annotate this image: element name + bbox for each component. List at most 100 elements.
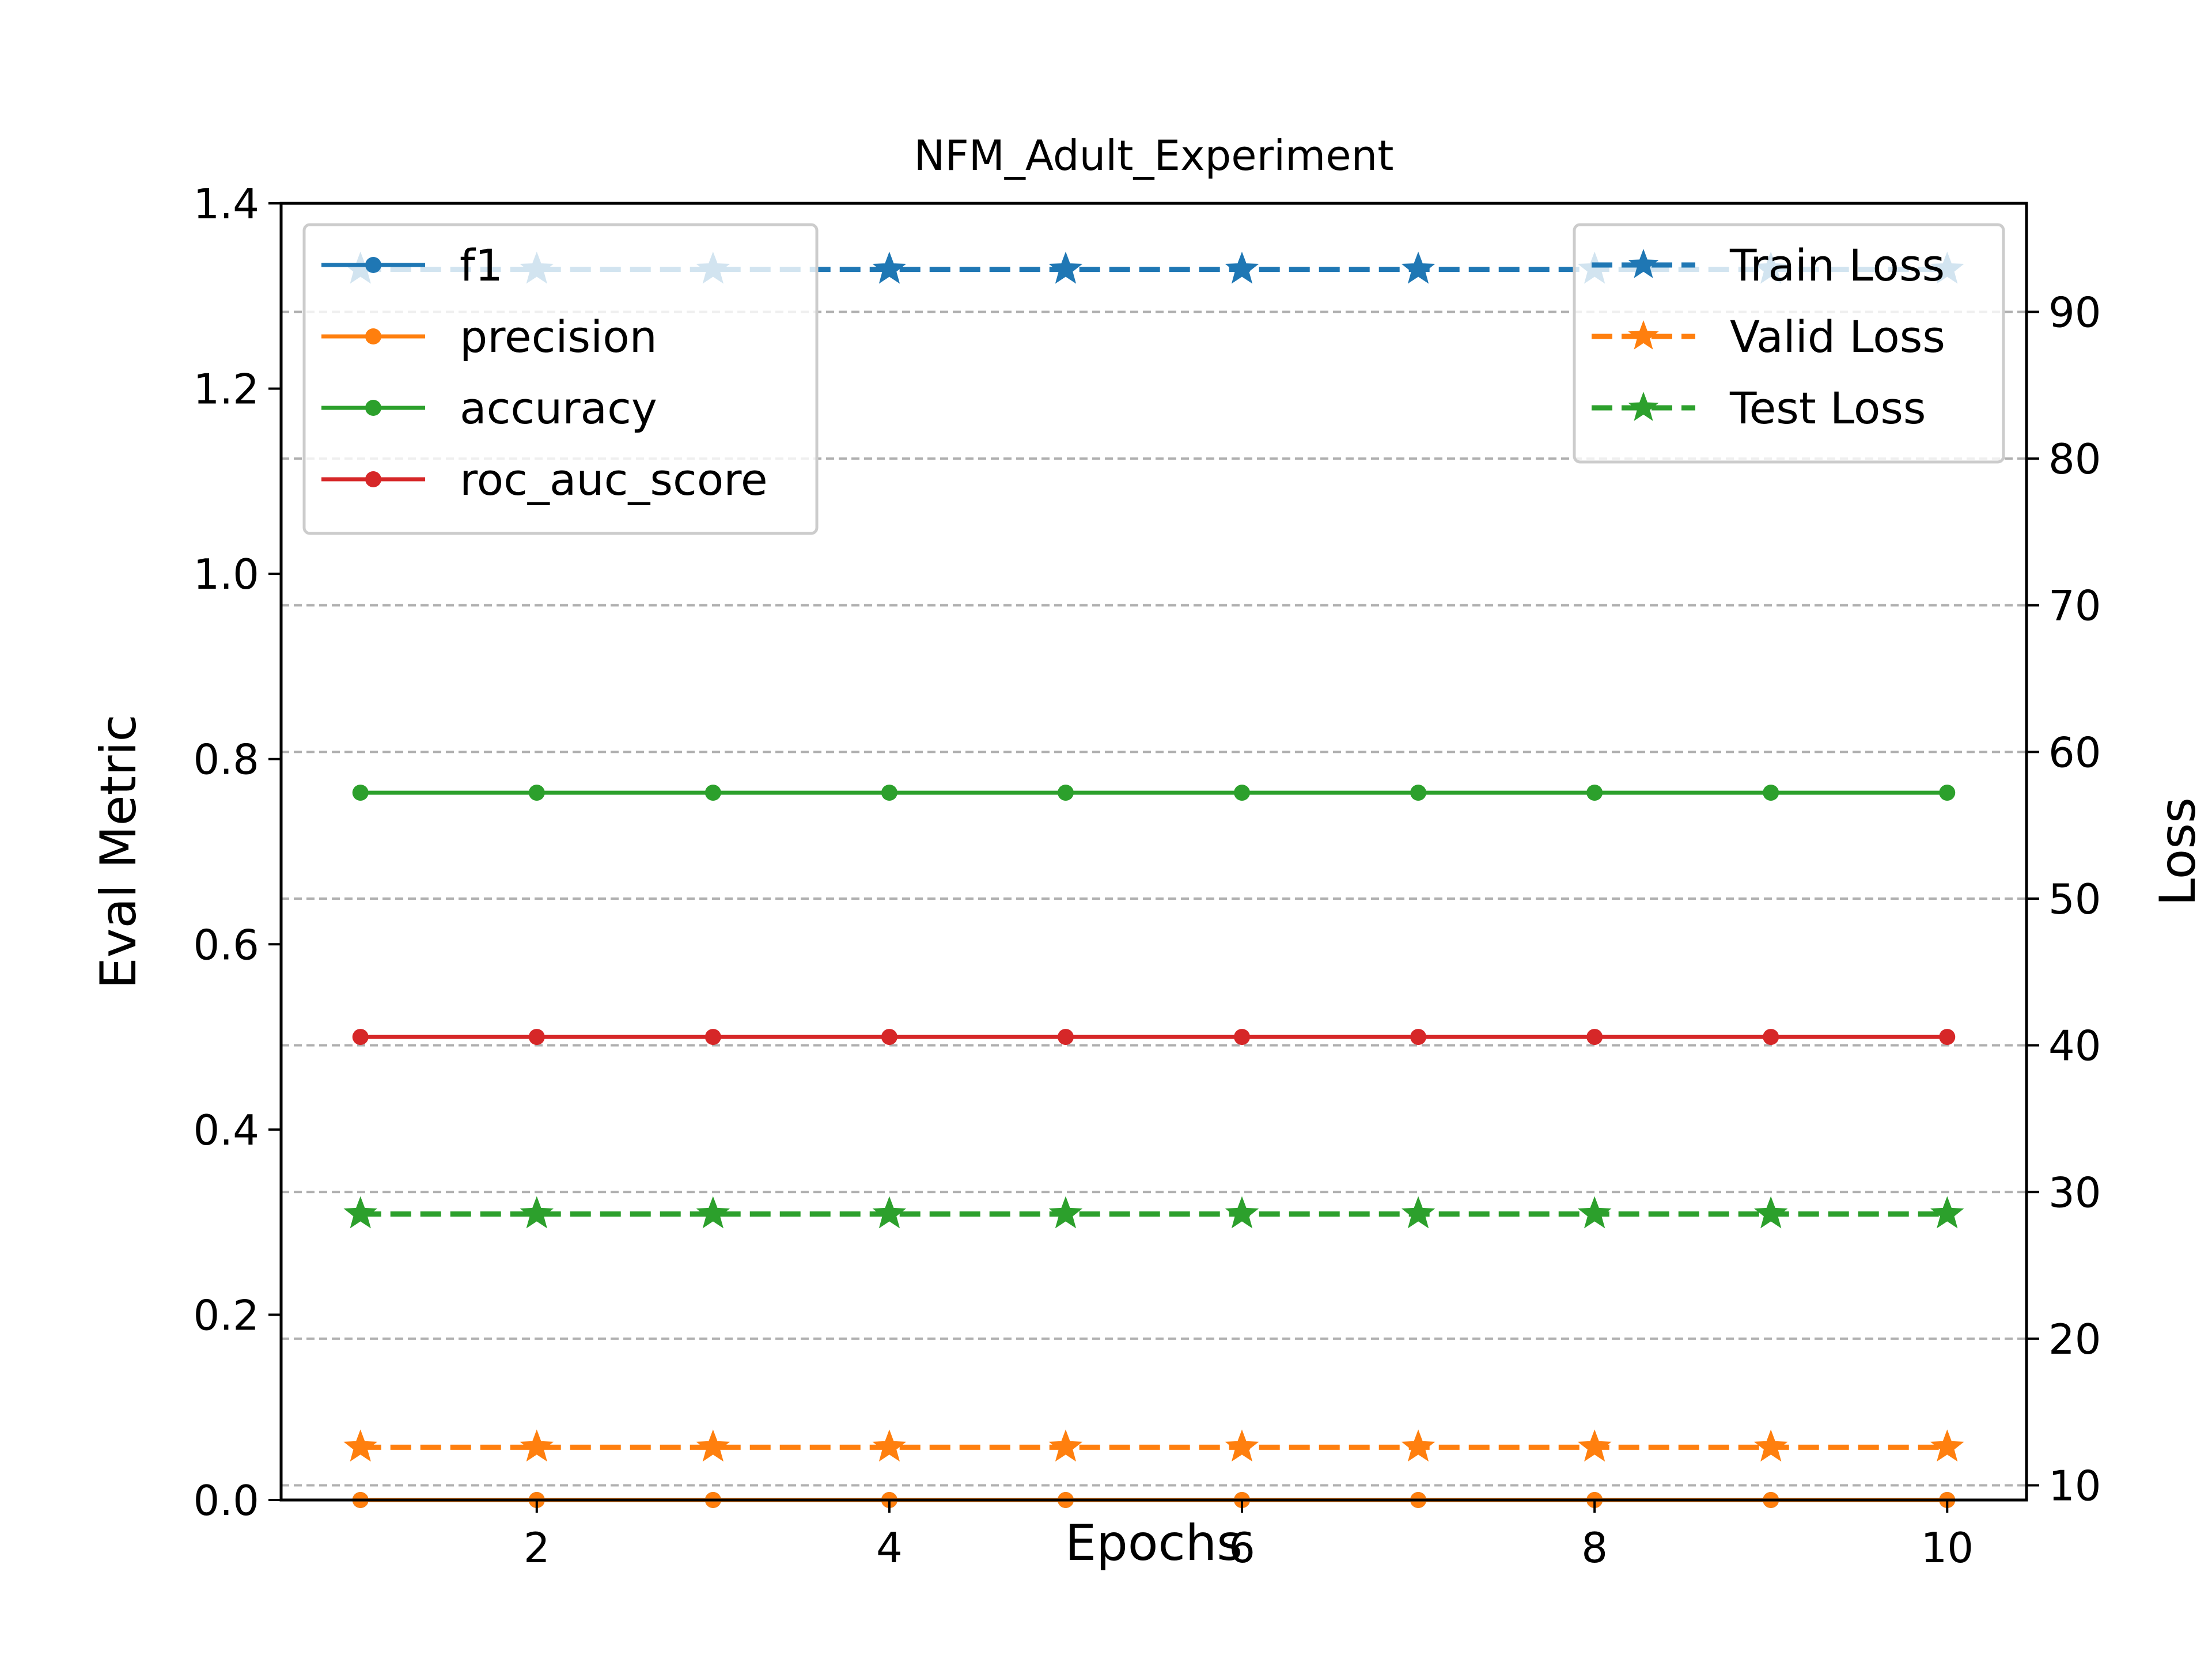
data-point [881, 1029, 897, 1046]
y2-tick-label: 90 [2048, 288, 2101, 336]
legend-box [302, 223, 819, 535]
data-point [1586, 785, 1603, 801]
data-point [1234, 785, 1251, 801]
data-point [1939, 785, 1956, 801]
data-point [1401, 1429, 1435, 1462]
legend-right: Train Loss Valid Loss Test Loss [1573, 223, 2005, 464]
chart-title: NFM_Adult_Experiment [914, 131, 1394, 180]
y-tick-label: 0.8 [193, 736, 259, 784]
legend-box [1573, 223, 2005, 464]
data-point [1225, 1429, 1259, 1462]
y-tick-label: 1.4 [193, 180, 259, 228]
x-axis: 2 4 6 8 10 [524, 1500, 1974, 1572]
data-point [1048, 1429, 1083, 1462]
data-point [1753, 1196, 1788, 1229]
data-point [352, 785, 369, 801]
data-point [1930, 1429, 1964, 1462]
legend-label: f1 [460, 240, 503, 291]
y-tick-label: 0.2 [193, 1291, 259, 1339]
y-axis-right: 10 20 30 40 50 60 70 80 90 [2027, 288, 2101, 1510]
y2-tick-label: 70 [2048, 582, 2101, 630]
data-point [872, 1429, 907, 1462]
legend-marker [365, 471, 381, 487]
legend-marker [365, 257, 381, 273]
y-tick-label: 1.2 [193, 365, 259, 414]
legend-label: roc_auc_score [460, 454, 768, 505]
data-point [1048, 1196, 1083, 1229]
legend-marker [1628, 392, 1659, 421]
plot-frame [279, 202, 2028, 1502]
y-axis-left: 0.0 0.2 0.4 0.6 0.8 1.0 1.2 1.4 [193, 180, 281, 1525]
data-point [1225, 1196, 1259, 1229]
legend-entry-accuracy: accuracy [321, 382, 657, 434]
data-point [704, 785, 721, 801]
data-point [696, 1196, 730, 1229]
data-point [872, 251, 907, 284]
y-tick-label: 0.0 [193, 1476, 259, 1525]
y2-tick-label: 80 [2048, 435, 2101, 483]
data-point [1057, 785, 1074, 801]
legend-marker [365, 328, 381, 344]
y2-tick-label: 30 [2048, 1168, 2101, 1217]
data-point [1401, 251, 1435, 284]
data-point [343, 1196, 378, 1229]
data-point [520, 1196, 554, 1229]
y-axis-label: Eval Metric [90, 714, 147, 989]
legend-entry-valid-loss: Valid Loss [1592, 311, 1945, 362]
legend-entry-roc-auc-score: roc_auc_score [321, 454, 768, 505]
series-test-loss [343, 1196, 1964, 1229]
data-point [696, 1429, 730, 1462]
y-tick-label: 0.4 [193, 1106, 259, 1154]
x-tick-label: 8 [1581, 1524, 1608, 1572]
y-tick-label: 1.0 [193, 550, 259, 599]
series-roc-auc-score [352, 1029, 1956, 1046]
legend-marker [365, 400, 381, 416]
legend-entry-train-loss: Train Loss [1592, 240, 1945, 291]
legend-label: precision [460, 311, 657, 362]
y-tick-label: 0.6 [193, 921, 259, 969]
x-tick-label: 2 [524, 1524, 550, 1572]
data-point [1401, 1196, 1435, 1229]
legend-entry-test-loss: Test Loss [1592, 382, 1926, 434]
y2-tick-label: 60 [2048, 728, 2101, 777]
data-point [1577, 1196, 1612, 1229]
legend-label: Valid Loss [1730, 311, 1945, 362]
legend-label: Test Loss [1729, 382, 1926, 434]
data-point [343, 1429, 378, 1462]
y2-tick-label: 10 [2048, 1462, 2101, 1510]
y2-tick-label: 40 [2048, 1022, 2101, 1070]
data-point [1048, 251, 1083, 284]
series-accuracy [352, 785, 1956, 801]
legend-entry-precision: precision [321, 311, 657, 362]
data-point [1057, 1029, 1074, 1046]
y2-tick-label: 20 [2048, 1315, 2101, 1363]
x-tick-label: 6 [1229, 1524, 1255, 1572]
data-point [1586, 1029, 1603, 1046]
data-point [1234, 1029, 1251, 1046]
legend-label: accuracy [460, 382, 657, 434]
data-point [1930, 1196, 1964, 1229]
legend-entry-f1: f1 [321, 240, 503, 291]
x-axis-label: Epochs [1065, 1514, 1243, 1572]
legend-marker [1628, 249, 1659, 278]
data-point [352, 1029, 369, 1046]
y2-tick-label: 50 [2048, 875, 2101, 923]
legend-label: Train Loss [1729, 240, 1945, 291]
data-point [1410, 785, 1427, 801]
data-point [1763, 1029, 1779, 1046]
data-point [704, 1029, 721, 1046]
y2-axis-label: Loss [2149, 797, 2207, 906]
data-point [1763, 785, 1779, 801]
data-point [528, 785, 545, 801]
data-point [1939, 1029, 1956, 1046]
x-tick-label: 4 [876, 1524, 903, 1572]
data-point [520, 1429, 554, 1462]
legend-left: f1 precision accuracy roc_auc_score [302, 223, 819, 535]
data-point [1577, 1429, 1612, 1462]
data-point [872, 1196, 907, 1229]
x-tick-label: 10 [1921, 1524, 1974, 1572]
legend-marker [1628, 320, 1659, 350]
data-point [881, 785, 897, 801]
data-point [1225, 251, 1259, 284]
